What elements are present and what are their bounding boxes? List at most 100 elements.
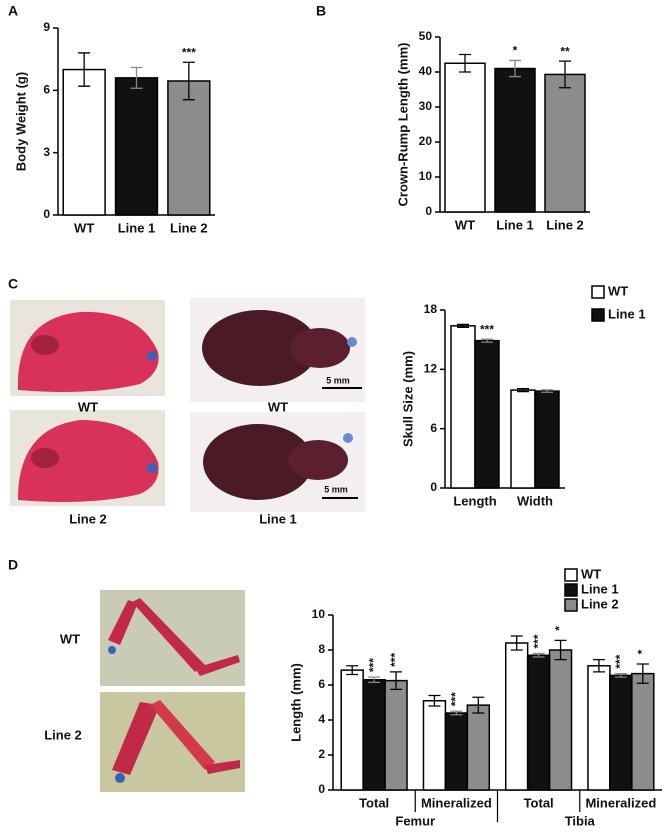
photo-limb [100,692,245,792]
x-tick-label: Mineralized [421,795,492,810]
error-bar [614,672,627,678]
legend-label: Line 1 [608,306,646,321]
bar [474,339,500,489]
bar [466,704,491,791]
y-tick-label: 2 [318,747,325,761]
significance: *** [366,658,380,672]
error-bar [481,338,493,343]
x-tick-label: Length [453,493,496,508]
y-tick-label: 3 [43,145,50,159]
legend-swatch [564,568,578,582]
error-bar [78,52,91,87]
error-bar [510,635,523,651]
y-tick-label: 10 [312,607,326,621]
y-tick-label: 6 [43,83,50,97]
photo-label: Line 1 [259,511,297,526]
y-tick-label: 40 [419,64,433,78]
bar [340,669,364,791]
y-tick-label: 0 [43,207,50,221]
error-bar [532,652,545,658]
error-bar [636,663,649,684]
scale-bar-label: 5 mm [324,484,348,494]
error-bar [450,710,463,716]
error-bar [130,66,143,89]
y-tick-label: 8 [318,642,325,656]
bar [504,642,529,791]
y-axis-label: Length (mm) [288,663,303,742]
scale-bar-label: 5 mm [326,375,350,385]
y-tick-label: 6 [318,677,325,691]
bar [534,390,560,489]
error-bar [182,61,195,101]
x-tick-label: Line 1 [496,217,534,232]
bar [526,654,551,791]
y-tick-label: 50 [419,29,433,43]
bar [450,325,476,489]
photo-skull-top [190,298,365,402]
x-tick-label: Line 1 [118,220,156,235]
significance: *** [480,322,494,336]
bar [510,389,536,489]
bar [384,679,408,791]
legend-label: WT [608,283,628,298]
group-label: Tibia [565,813,596,828]
error-bar [457,323,469,328]
photo-label: WT [78,399,98,414]
significance: ** [560,44,570,58]
y-tick-label: 0 [425,204,432,218]
x-tick-label: Line 2 [546,217,584,232]
y-tick-label: 30 [419,99,433,113]
y-tick-label: 9 [43,20,50,34]
bar [362,679,386,791]
photo-label: WT [268,399,288,414]
error-bar [592,658,605,673]
y-tick-label: 10 [419,169,433,183]
photo-skull-top [190,412,365,512]
bar [422,700,447,791]
y-axis-label: Body Weight (g) [13,72,28,171]
photo-skull-side [10,300,165,396]
bar [114,77,159,216]
error-bar [390,671,403,691]
bar [544,73,586,213]
x-tick-label: Line 2 [170,220,208,235]
error-bar [517,387,529,393]
panel-label: B [316,3,326,19]
significance: *** [388,653,402,667]
photo-skull-side [10,410,165,506]
significance: *** [531,634,545,648]
y-tick-label: 0 [430,480,437,494]
legend-label: Line 2 [581,596,619,611]
x-tick-label: Width [517,493,553,508]
legend-label: Line 1 [581,581,619,596]
legend-swatch [591,285,605,299]
error-bar [428,694,441,707]
y-tick-label: 18 [424,302,438,316]
bar [609,674,633,791]
error-bar [368,676,381,684]
photo-label: Line 2 [69,511,107,526]
group-label: Femur [395,813,435,828]
bar [494,67,536,213]
y-tick-label: 20 [419,134,433,148]
x-tick-label: Total [524,795,554,810]
significance: *** [613,654,627,668]
panel-label: C [8,276,18,292]
y-tick-label: 12 [424,362,438,376]
error-bar [509,59,521,78]
x-tick-label: WT [74,220,94,235]
y-axis-label: Crown-Rump Length (mm) [395,43,410,207]
error-bar [554,639,567,661]
significance: * [635,649,649,654]
photo-label: Line 2 [44,727,82,742]
photo-limb [100,590,245,686]
x-tick-label: Mineralized [585,795,656,810]
legend-swatch [591,308,605,322]
bar [62,68,106,216]
legend-label: WT [581,566,601,581]
significance: *** [182,45,196,59]
error-bar [459,53,471,73]
significance: * [553,626,567,631]
photo-label: WT [60,631,80,646]
